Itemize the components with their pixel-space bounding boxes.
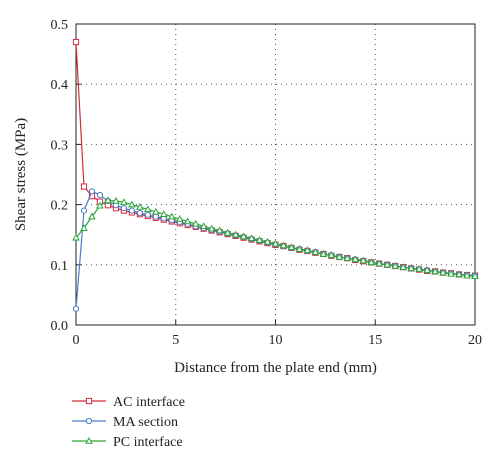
data-point [128,207,135,214]
data-point [239,232,248,240]
data-point [415,265,423,272]
y-tick-label: 0.3 [51,138,69,153]
data-point [72,305,80,312]
data-point [143,205,152,213]
data-point [72,233,80,241]
data-point [271,239,280,247]
data-point [375,259,384,267]
data-point [247,234,256,242]
legend-item: MA section [72,415,178,430]
data-point [96,201,104,209]
x-tick-label: 20 [468,333,482,348]
series-layer [72,38,479,312]
data-point [104,196,112,204]
data-point [343,254,352,261]
data-point [85,397,93,405]
legend-item: AC interface [72,395,185,410]
data-point [423,266,431,273]
data-point [167,212,176,220]
data-point [263,237,272,245]
y-tick-label: 0.1 [51,259,69,274]
x-tick-label: 10 [269,333,283,348]
data-point [327,251,336,258]
data-point [431,267,439,275]
data-point [191,219,200,227]
data-point [367,258,376,266]
data-point [120,205,127,212]
data-point [279,241,288,249]
y-tick-label: 0.4 [51,78,69,93]
data-point [471,272,479,279]
data-point [231,230,240,238]
data-point [159,210,168,217]
data-point [85,417,93,425]
data-point [207,224,216,232]
data-point [151,207,160,215]
y-tick-label: 0.5 [51,18,69,33]
data-point [128,200,136,208]
grid-lines [76,24,475,325]
data-point [175,215,184,222]
legend: AC interface MA section PC interface [72,395,185,450]
data-point [72,38,80,46]
data-point [96,191,104,199]
data-point [85,437,93,444]
data-point [303,246,312,254]
data-point [287,243,296,251]
data-point [215,226,224,234]
data-point [223,228,232,236]
data-point [447,269,455,277]
data-point [335,252,344,260]
x-tick-label: 15 [368,333,382,348]
data-point [80,224,88,231]
y-axis-title: Shear stress (MPa) [13,118,29,231]
data-point [199,222,208,230]
series-pc-interface [72,196,479,279]
x-tick-label: 5 [172,333,179,348]
x-axis-title: Distance from the plate end (mm) [174,360,377,376]
series-line [75,190,476,309]
data-point [439,268,447,276]
data-point [399,263,408,270]
data-point [135,203,144,210]
x-tick-label: 0 [73,333,80,348]
data-point [152,213,159,220]
data-point [120,198,128,205]
legend-label: AC interface [113,395,185,410]
data-point [183,217,192,225]
data-point [407,264,416,272]
legend-label: MA section [113,415,178,430]
data-point [112,196,120,204]
data-point [144,211,151,218]
data-point [136,209,143,217]
legend-item: PC interface [72,435,183,450]
data-point [88,212,96,220]
data-point [351,255,360,263]
data-point [88,188,96,195]
data-point [463,271,471,279]
data-point [311,248,320,255]
data-point [383,260,392,268]
data-point [80,207,88,214]
data-point [255,236,264,243]
y-tick-label: 0.0 [51,319,69,334]
data-point [455,270,463,278]
data-point [359,256,368,264]
data-point [391,262,400,269]
axis-ticks: 0 5 10 15 20 0.0 0.1 0.2 0.3 0.4 0.5 [51,18,483,348]
data-point [295,245,304,252]
data-point [80,183,88,190]
data-point [319,249,328,257]
y-tick-label: 0.2 [51,199,69,214]
legend-label: PC interface [113,435,183,450]
